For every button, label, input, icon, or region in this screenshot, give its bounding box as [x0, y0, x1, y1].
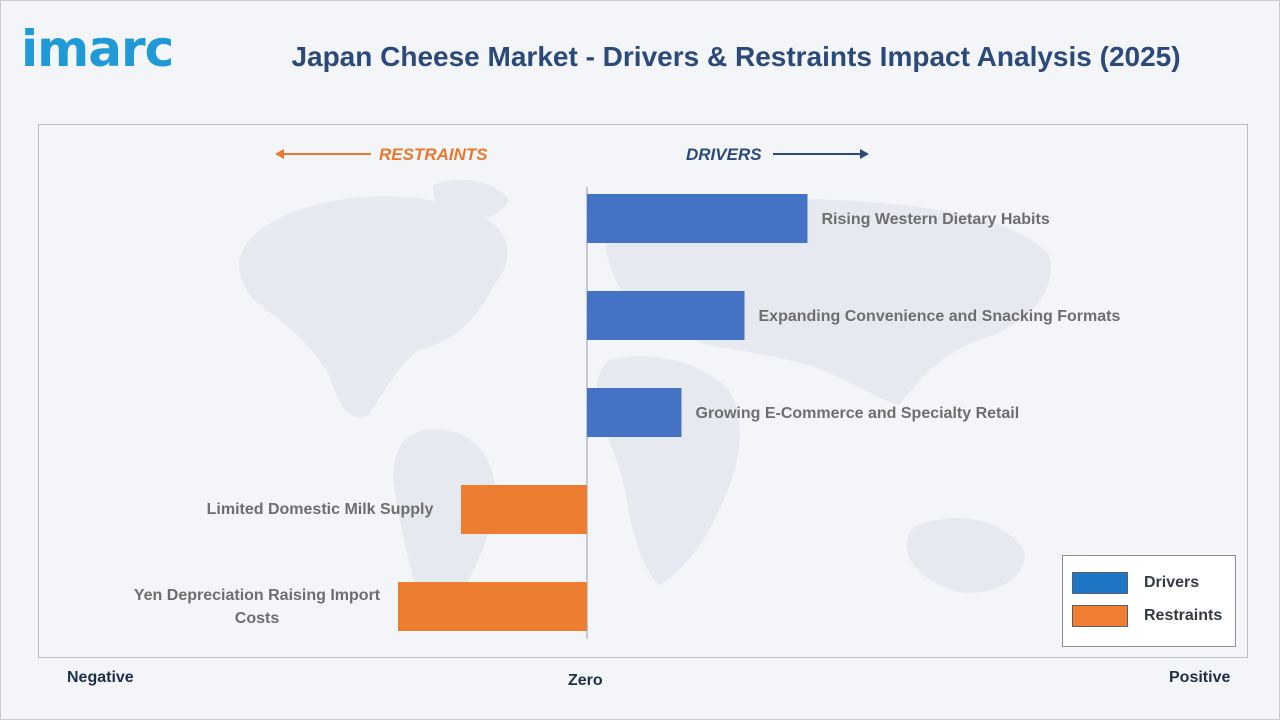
imarc-logo: imarc — [19, 15, 209, 85]
bar-label-2: Growing E-Commerce and Specialty Retail — [695, 404, 1020, 422]
bar-driver-0 — [587, 194, 808, 243]
bar-restraint-4 — [398, 582, 587, 631]
chart-frame: RESTRAINTS DRIVERS Rising Western Dietar… — [38, 124, 1248, 658]
right-arrow-icon — [773, 149, 869, 159]
bar-driver-1 — [587, 291, 745, 340]
page-title: Japan Cheese Market - Drivers & Restrain… — [291, 41, 1181, 72]
axis-negative-label: Negative — [67, 669, 134, 686]
bar-label-0: Rising Western Dietary Habits — [821, 210, 1050, 228]
axis-zero-label: Zero — [568, 672, 603, 689]
bar-label-1: Expanding Convenience and Snacking Forma… — [758, 307, 1121, 325]
legend-swatch-restraints — [1072, 605, 1128, 627]
legend-label-restraints: Restraints — [1144, 607, 1223, 624]
bar-driver-2 — [587, 388, 682, 437]
bar-restraint-3 — [461, 485, 587, 534]
restraints-direction-label: RESTRAINTS — [379, 145, 488, 164]
bars-plot — [398, 187, 808, 639]
bar-label-3: Limited Domestic Milk Supply — [206, 501, 434, 518]
legend-label-drivers: Drivers — [1144, 574, 1200, 591]
axis-positive-label: Positive — [1169, 669, 1231, 686]
drivers-direction-label: DRIVERS — [686, 145, 762, 164]
logo-text: imarc — [21, 20, 174, 78]
left-arrow-icon — [275, 149, 371, 159]
legend: Drivers Restraints — [1062, 555, 1236, 647]
legend-swatch-drivers — [1072, 572, 1128, 594]
bar-label-4: Yen Depreciation Raising Import Costs — [133, 586, 381, 627]
